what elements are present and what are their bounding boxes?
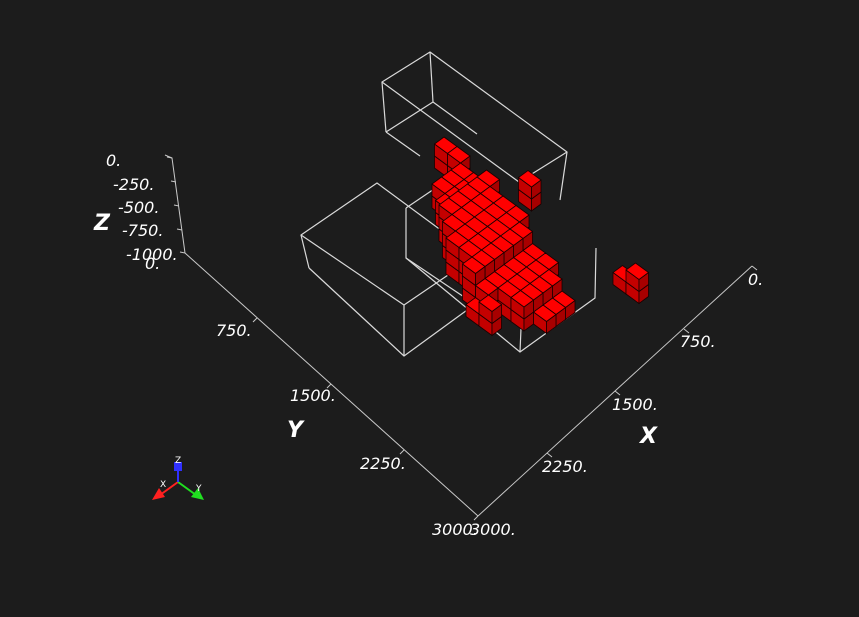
x-tick-3000: 3000. (470, 520, 516, 539)
x-tick-2250: 2250. (542, 457, 588, 476)
voxel-face-top (510, 290, 535, 308)
z-tick-250: -250. (113, 175, 154, 194)
x-axis-title: X (638, 424, 658, 449)
x-tick-750: 750. (680, 332, 716, 351)
z-tick-500: -500. (118, 198, 159, 217)
voxel-face-top (625, 262, 650, 280)
triad-y-label: Y (195, 484, 202, 494)
x-tick-0: 0. (748, 270, 763, 289)
triad-z-marker (174, 462, 182, 471)
x-axis (477, 265, 758, 517)
triad-x-label: X (160, 480, 166, 490)
orientation-triad: X Y Z (152, 456, 204, 500)
voxel-face-top (461, 256, 486, 274)
voxel-face-top (478, 294, 503, 312)
x-tick-1500: 1500. (612, 395, 658, 414)
y-tick-3000: 3000. (432, 520, 478, 539)
y-axis-title: Y (287, 418, 305, 443)
z-tick-750: -750. (122, 221, 163, 240)
triad-x-arrow (152, 488, 165, 500)
z-axis-title: Z (93, 211, 111, 236)
y-tick-0: 0. (145, 254, 160, 273)
z-axis (164, 154, 186, 254)
triad-y-arrow (191, 488, 204, 500)
triad-z-label: Z (175, 456, 181, 466)
y-tick-750: 750. (216, 321, 252, 340)
voxel-mesh (431, 136, 650, 337)
voxel-face-top (517, 170, 542, 188)
outline-box-back (381, 51, 568, 201)
y-tick-2250: 2250. (360, 454, 406, 473)
z-tick-0: 0. (106, 151, 121, 170)
y-tick-1500: 1500. (290, 386, 336, 405)
y-axis-line (184, 252, 479, 517)
y-axis (184, 252, 479, 521)
z-tick-1000: -1000. (126, 245, 178, 264)
z-axis-line (164, 154, 186, 254)
